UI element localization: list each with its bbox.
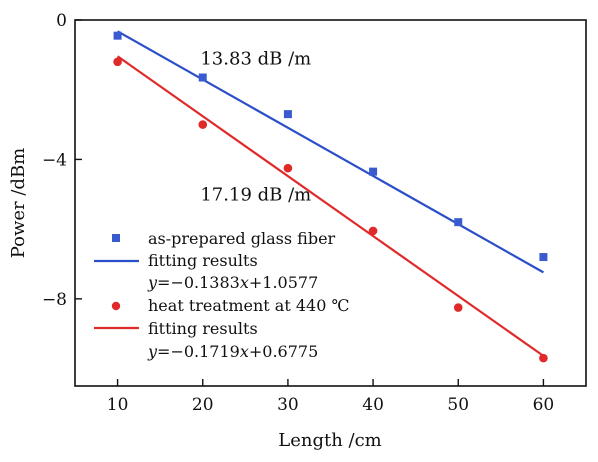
formula-end-1: +1.0577 bbox=[249, 273, 318, 292]
data-point-square bbox=[198, 73, 207, 82]
data-point-circle bbox=[453, 303, 463, 312]
formula-var-y-1: y bbox=[147, 273, 158, 292]
data-point-square bbox=[113, 31, 122, 40]
formula-body-3: =−0.1719 bbox=[157, 342, 240, 361]
y-tick-label: −4 bbox=[42, 150, 67, 170]
plot-frame bbox=[74, 19, 587, 387]
data-point-square bbox=[369, 167, 378, 176]
x-tick-label: 40 bbox=[362, 395, 384, 415]
y-tick-label: −8 bbox=[42, 290, 67, 310]
data-point-circle bbox=[368, 226, 378, 236]
legend-label-series-0: as-prepared glass fiber bbox=[148, 229, 336, 248]
legend-label-series-2: heat treatment at 440 ℃ bbox=[148, 296, 349, 315]
legend: as-prepared glass fiber fitting results … bbox=[94, 229, 349, 361]
formula-end-3: +0.6775 bbox=[249, 342, 318, 361]
data-point-circle bbox=[113, 57, 122, 67]
data-point-square bbox=[454, 218, 463, 227]
formula-var-x-1: x bbox=[240, 273, 249, 292]
formula-var-x-3: x bbox=[240, 342, 249, 361]
y-tick-label: 0 bbox=[56, 11, 67, 31]
formula-var-y-3: y bbox=[147, 342, 158, 361]
y-axis-label: Power /dBm bbox=[8, 148, 29, 259]
fit-line-series-1 bbox=[117, 30, 544, 274]
x-tick-label: 60 bbox=[533, 395, 555, 415]
x-tick-label: 10 bbox=[107, 395, 129, 415]
data-point-circle bbox=[539, 353, 548, 363]
axis-ticks: 10 20 30 40 50 60 0 −4 −8 bbox=[42, 11, 554, 415]
data-point-square bbox=[539, 253, 548, 262]
annotation-red-slope: 17.19 dB /m bbox=[200, 184, 311, 205]
legend-label-series-3: fitting results bbox=[148, 319, 258, 338]
x-tick-label: 50 bbox=[447, 395, 469, 415]
x-tick-label: 20 bbox=[192, 395, 214, 415]
legend-marker-square bbox=[112, 234, 120, 242]
legend-formula-series-3: y=−0.1719x+0.6775 bbox=[147, 342, 318, 361]
legend-marker-circle bbox=[111, 301, 121, 311]
data-point-circle bbox=[198, 120, 208, 129]
series-layer bbox=[113, 30, 548, 363]
data-point-square bbox=[283, 110, 292, 119]
x-tick-label: 30 bbox=[277, 395, 299, 415]
legend-label-series-1: fitting results bbox=[148, 251, 258, 270]
data-point-circle bbox=[283, 163, 293, 173]
fit-line-series-3 bbox=[116, 55, 545, 357]
legend-formula-series-1: y=−0.1383x+1.0577 bbox=[147, 273, 318, 292]
annotation-blue-slope: 13.83 dB /m bbox=[200, 48, 311, 69]
formula-body-1: =−0.1383 bbox=[157, 273, 240, 292]
x-axis-label: Length /cm bbox=[278, 430, 381, 451]
